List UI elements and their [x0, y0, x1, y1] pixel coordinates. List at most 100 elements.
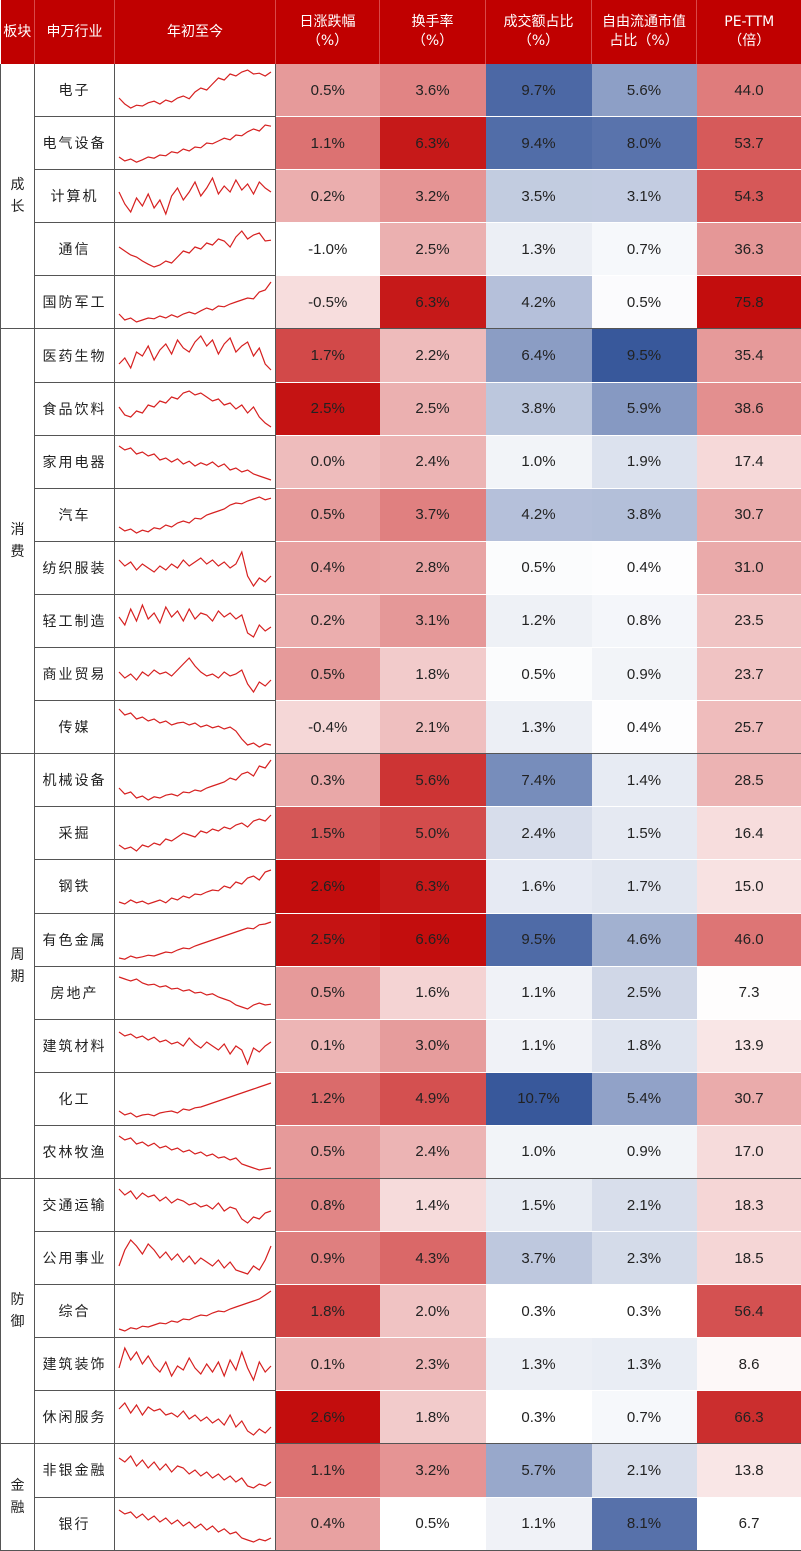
cell-amount_share: 1.1% — [485, 1497, 592, 1551]
sector-label: 金融 — [0, 1443, 35, 1551]
ytd-sparkline — [118, 976, 272, 1010]
ytd-trend-line — [118, 814, 272, 853]
table-row: 轻工制造 0.2% 3.1% 1.2% 0.8% 23.5 — [1, 594, 801, 649]
cell-amount_share: 3.5% — [485, 169, 592, 224]
cell-cap_share: 0.4% — [591, 700, 697, 755]
industry-name: 农林牧渔 — [34, 1125, 115, 1179]
ytd-cell — [114, 116, 276, 171]
cell-amount_share: 4.2% — [485, 488, 592, 542]
cell-pe: 17.4 — [696, 435, 801, 489]
sector-label: 消费 — [0, 328, 35, 755]
ytd-trend-line — [118, 1135, 272, 1171]
table-row: 通信 -1.0% 2.5% 1.3% 0.7% 36.3 — [1, 222, 801, 277]
ytd-sparkline — [118, 759, 272, 801]
cell-turnover: 2.4% — [379, 435, 486, 489]
cell-daily: 0.8% — [275, 1178, 380, 1233]
ytd-trend-line — [118, 657, 272, 694]
cell-turnover: 2.5% — [379, 222, 486, 277]
ytd-cell — [114, 64, 276, 118]
cell-pe: 36.3 — [696, 222, 801, 277]
ytd-trend-line — [118, 1290, 272, 1332]
cell-daily: 2.5% — [275, 913, 380, 967]
cell-amount_share: 0.5% — [485, 541, 592, 595]
cell-pe: 46.0 — [696, 913, 801, 967]
ytd-cell — [114, 859, 276, 914]
cell-cap_share: 1.5% — [591, 806, 697, 861]
cell-pe: 13.9 — [696, 1019, 801, 1073]
cell-amount_share: 0.3% — [485, 1284, 592, 1339]
cell-cap_share: 0.8% — [591, 594, 697, 649]
cell-pe: 18.3 — [696, 1178, 801, 1233]
ytd-sparkline — [118, 334, 272, 370]
cell-turnover: 2.1% — [379, 700, 486, 755]
ytd-sparkline — [118, 1346, 272, 1382]
cell-pe: 16.4 — [696, 806, 801, 861]
industry-name: 轻工制造 — [34, 594, 115, 649]
table-row: 传媒 -0.4% 2.1% 1.3% 0.4% 25.7 — [1, 700, 801, 755]
ytd-trend-line — [118, 496, 272, 534]
cell-turnover: 5.6% — [379, 753, 486, 808]
cell-pe: 18.5 — [696, 1231, 801, 1286]
cell-amount_share: 1.3% — [485, 222, 592, 277]
cell-cap_share: 0.7% — [591, 222, 697, 277]
cell-daily: -1.0% — [275, 222, 380, 277]
cell-cap_share: 5.4% — [591, 1072, 697, 1126]
cell-amount_share: 1.5% — [485, 1178, 592, 1233]
header-ytd: 年初至今 — [114, 0, 276, 64]
cell-pe: 17.0 — [696, 1125, 801, 1179]
industry-name: 公用事业 — [34, 1231, 115, 1286]
industry-name: 通信 — [34, 222, 115, 277]
cell-cap_share: 5.9% — [591, 382, 697, 436]
cell-daily: -0.4% — [275, 700, 380, 755]
header-cap_share: 自由流通市值 占比（%） — [591, 0, 697, 64]
table-body: 成长电子 0.5% 3.6% 9.7% 5.6% 44.0 电气设备 1.1% 6.3% 9.4%… — [0, 64, 801, 1551]
ytd-cell — [114, 647, 276, 702]
cell-turnover: 2.5% — [379, 382, 486, 436]
ytd-sparkline — [118, 1135, 272, 1171]
ytd-trend-line — [118, 1031, 272, 1066]
cell-daily: -0.5% — [275, 275, 380, 330]
ytd-cell — [114, 488, 276, 542]
cell-amount_share: 9.7% — [485, 64, 592, 118]
cell-amount_share: 9.4% — [485, 116, 592, 171]
cell-turnover: 2.0% — [379, 1284, 486, 1339]
header-industry: 申万行业 — [34, 0, 115, 64]
ytd-sparkline — [118, 69, 272, 109]
cell-daily: 0.4% — [275, 1497, 380, 1551]
cell-daily: 0.3% — [275, 753, 380, 808]
cell-daily: 0.5% — [275, 64, 380, 118]
cell-cap_share: 2.5% — [591, 966, 697, 1020]
cell-turnover: 3.1% — [379, 594, 486, 649]
sector-label: 成长 — [0, 64, 35, 330]
ytd-trend-line — [118, 603, 272, 638]
cell-pe: 28.5 — [696, 753, 801, 808]
cell-turnover: 1.6% — [379, 966, 486, 1020]
table-row: 消费医药生物 1.7% 2.2% 6.4% 9.5% 35.4 — [0, 328, 801, 755]
ytd-trend-line — [118, 69, 272, 109]
cell-cap_share: 0.9% — [591, 1125, 697, 1179]
header-row: 板块 申万行业 年初至今 日涨跌幅 （%） 换手率 （%） 成交额占比 （%） 自由流通市值… — [0, 0, 801, 64]
ytd-trend-line — [118, 282, 272, 324]
ytd-trend-line — [118, 124, 272, 164]
ytd-trend-line — [118, 759, 272, 801]
ytd-cell — [114, 1497, 276, 1551]
cell-daily: 1.7% — [275, 328, 380, 383]
cell-pe: 23.7 — [696, 647, 801, 702]
cell-turnover: 3.7% — [379, 488, 486, 542]
cell-cap_share: 1.4% — [591, 753, 697, 808]
cell-daily: 0.5% — [275, 488, 380, 542]
ytd-sparkline — [118, 814, 272, 853]
table-row: 金融非银金融 1.1% 3.2% 5.7% 2.1% 13.8 — [0, 1443, 801, 1551]
industry-name: 综合 — [34, 1284, 115, 1339]
cell-amount_share: 3.7% — [485, 1231, 592, 1286]
table-row: 休闲服务 2.6% 1.8% 0.3% 0.7% 66.3 — [1, 1390, 801, 1445]
table-row: 成长电子 0.5% 3.6% 9.7% 5.6% 44.0 — [0, 64, 801, 330]
cell-turnover: 4.9% — [379, 1072, 486, 1126]
table-row: 纺织服装 0.4% 2.8% 0.5% 0.4% 31.0 — [1, 541, 801, 595]
cell-daily: 1.1% — [275, 116, 380, 171]
cell-amount_share: 1.2% — [485, 594, 592, 649]
ytd-cell — [114, 275, 276, 330]
ytd-cell — [114, 753, 276, 808]
cell-amount_share: 7.4% — [485, 753, 592, 808]
header-turnover: 换手率 （%） — [379, 0, 486, 64]
